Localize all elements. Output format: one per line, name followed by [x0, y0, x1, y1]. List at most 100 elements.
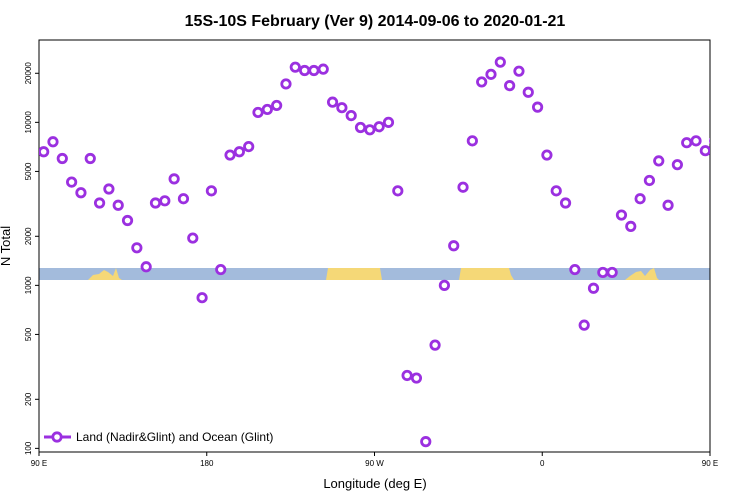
data-point	[681, 137, 693, 149]
data-point	[47, 136, 59, 148]
data-point	[140, 261, 152, 273]
data-point	[364, 124, 376, 136]
data-point	[643, 174, 656, 187]
data-point	[634, 193, 646, 205]
data-point	[84, 152, 96, 165]
x-tick-label: 180	[200, 459, 214, 468]
data-point	[215, 263, 227, 276]
data-point	[448, 240, 460, 252]
y-axis: 100 200 500 1000 2000 5000 10000 20000	[24, 62, 39, 455]
x-tick-label: 90 E	[702, 459, 718, 468]
y-tick-label: 200	[24, 392, 33, 406]
data-point	[606, 266, 618, 279]
x-tick-label: 90 W	[365, 459, 384, 468]
data-point	[522, 86, 534, 98]
data-point	[466, 135, 478, 147]
data-point	[308, 64, 320, 77]
data-point	[485, 68, 497, 80]
data-point	[252, 106, 264, 119]
data-point	[587, 282, 600, 294]
data-point	[457, 181, 469, 193]
land-bump-4	[625, 268, 659, 280]
x-tick-label: 90 E	[31, 459, 47, 468]
data-point	[271, 99, 283, 112]
data-point	[401, 369, 413, 382]
data-point	[149, 197, 162, 209]
data-point	[243, 140, 255, 153]
legend-label: Land (Nadir&Glint) and Ocean (Glint)	[76, 430, 273, 444]
data-point	[196, 292, 208, 304]
data-point	[625, 220, 637, 232]
data-point	[578, 319, 590, 331]
data-point	[317, 63, 329, 75]
data-point	[159, 195, 171, 207]
data-point	[233, 146, 245, 158]
data-point	[187, 232, 199, 244]
data-point	[541, 149, 553, 161]
data-point	[39, 146, 50, 158]
data-point	[420, 436, 432, 448]
data-point	[597, 266, 609, 279]
legend-marker	[51, 431, 63, 443]
data-point	[93, 197, 106, 209]
y-tick-label: 20000	[24, 62, 33, 85]
data-point	[392, 185, 404, 197]
data-point	[550, 185, 562, 197]
y-tick-label: 100	[24, 441, 33, 455]
chart-title: 15S-10S February (Ver 9) 2014-09-06 to 2…	[185, 13, 566, 30]
data-point	[261, 103, 273, 116]
data-point	[299, 64, 311, 77]
data-point	[112, 199, 124, 211]
data-points	[39, 56, 710, 448]
legend: Land (Nadir&Glint) and Ocean (Glint)	[44, 430, 273, 444]
data-point	[699, 145, 710, 157]
data-point	[494, 56, 506, 68]
data-point	[559, 197, 572, 209]
data-point	[504, 80, 516, 92]
y-tick-label: 10000	[24, 111, 33, 134]
data-point	[168, 173, 180, 185]
data-point	[653, 155, 665, 167]
land-bump-2	[326, 268, 382, 280]
data-point	[662, 199, 674, 211]
data-point	[531, 101, 544, 113]
data-point	[75, 187, 87, 199]
land-bump-3	[459, 268, 514, 280]
data-point	[66, 176, 78, 188]
plot-area: 90 E 180 90 W 0 90 E 10020050010002000500010…	[24, 39, 718, 468]
data-point	[345, 109, 357, 122]
data-point	[382, 116, 395, 128]
x-axis-label: Longitude (deg E)	[323, 476, 426, 491]
data-point	[513, 65, 525, 77]
y-tick-label: 2000	[24, 227, 33, 245]
data-point	[224, 149, 236, 161]
data-point	[410, 372, 423, 384]
data-point	[671, 159, 683, 171]
data-point	[131, 242, 143, 254]
data-point	[615, 209, 628, 221]
data-point	[336, 102, 348, 114]
data-point	[56, 152, 68, 165]
data-point	[438, 279, 450, 291]
data-point	[690, 135, 702, 147]
land-bump-1	[88, 268, 122, 280]
data-point	[280, 78, 292, 90]
x-axis: 90 E 180 90 W 0 90 E	[31, 452, 718, 468]
data-point	[569, 263, 581, 276]
y-axis-label: N Total	[0, 226, 13, 266]
y-tick-label: 500	[24, 327, 33, 341]
data-point	[326, 96, 339, 108]
data-point	[121, 214, 134, 227]
land-ocean-band	[39, 268, 710, 280]
data-point	[205, 185, 218, 197]
data-point	[476, 76, 488, 88]
data-point	[354, 121, 367, 134]
x-tick-label: 0	[540, 459, 545, 468]
data-point	[429, 339, 441, 351]
y-tick-label: 5000	[24, 162, 33, 180]
data-point	[103, 183, 115, 195]
data-point	[373, 121, 385, 133]
